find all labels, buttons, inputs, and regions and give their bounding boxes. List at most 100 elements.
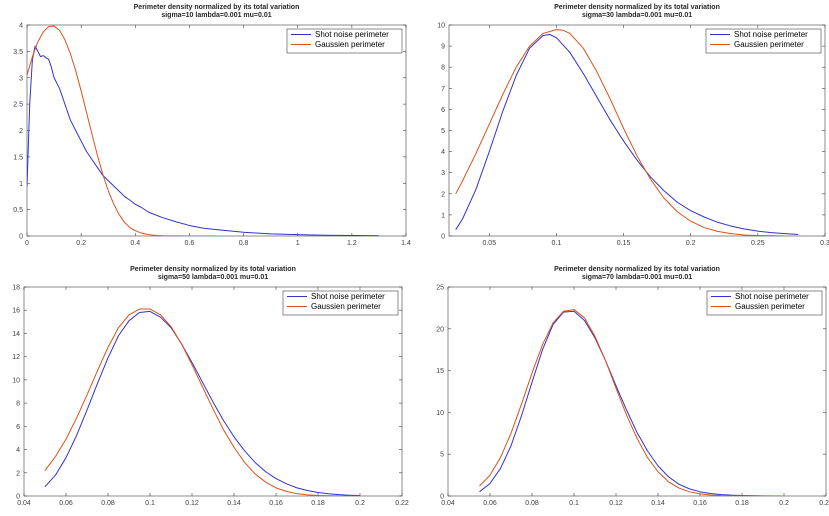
- y-tick-label: 0.5: [13, 207, 23, 214]
- x-tick-label: 1.4: [401, 240, 411, 247]
- y-tick-label: 5: [441, 128, 445, 135]
- series-line-gaussien: [44, 308, 360, 496]
- chart-title-line: Perimeter density normalized by its tota…: [554, 4, 720, 11]
- chart-title-line: Perimeter density normalized by its tota…: [130, 266, 296, 273]
- axes-box: [448, 24, 826, 237]
- axes-box: [447, 286, 827, 497]
- y-tick-label: 7: [441, 86, 445, 93]
- y-tick-label: 10: [436, 410, 444, 417]
- x-tick-label: 0.2: [779, 500, 789, 507]
- legend-label: Gaussien perimeter: [315, 40, 385, 49]
- y-tick-label: 6: [441, 107, 445, 114]
- legend-box: [286, 28, 403, 54]
- x-tick-label: 0.05: [482, 240, 496, 247]
- series-line-gaussien: [455, 29, 785, 236]
- x-tick-label: 0.18: [311, 500, 325, 507]
- x-tick-label: 0: [25, 240, 29, 247]
- y-tick-label: 4: [16, 447, 20, 454]
- x-tick-label: 1.2: [347, 240, 357, 247]
- legend-label: Gaussien perimeter: [735, 302, 805, 311]
- series-line-shot-noise: [44, 310, 361, 496]
- x-tick-label: 0.12: [185, 500, 199, 507]
- series-line-gaussien: [479, 309, 784, 496]
- x-tick-label: 0.12: [609, 500, 623, 507]
- chart-3: Perimeter density normalized by its tota…: [12, 266, 409, 507]
- y-tick-label: 10: [12, 377, 20, 384]
- y-tick-label: 4: [19, 23, 23, 30]
- x-tick-label: 0.18: [735, 500, 749, 507]
- x-tick-label: 0.06: [483, 500, 497, 507]
- x-tick-label: 0.14: [227, 500, 241, 507]
- legend-label: Gaussien perimeter: [734, 40, 804, 49]
- y-tick-label: 0: [16, 494, 20, 501]
- x-tick-label: 0.04: [17, 500, 31, 507]
- chart-title-line: Perimeter density normalized by its tota…: [134, 4, 300, 11]
- axes-box: [23, 286, 403, 497]
- x-tick-label: 0.2: [686, 240, 696, 247]
- x-tick-label: 0.8: [239, 240, 249, 247]
- x-tick-label: 0.22: [395, 500, 409, 507]
- legend-label: Shot noise perimeter: [315, 30, 389, 39]
- y-tick-label: 3.5: [13, 49, 23, 56]
- chart-title-line: sigma=50 lambda=0.001 mu=0.01: [158, 274, 268, 281]
- x-tick-label: 0.1: [552, 240, 562, 247]
- y-tick-label: 0: [19, 234, 23, 241]
- x-tick-label: 0.06: [59, 500, 73, 507]
- x-tick-label: 0.25: [751, 240, 765, 247]
- y-tick-label: 2: [19, 128, 23, 135]
- y-tick-label: 6: [16, 424, 20, 431]
- x-tick-label: 0.16: [269, 500, 283, 507]
- chart-title-line: sigma=70 lambda=0.001 mu=0.01: [582, 274, 692, 281]
- series-line-shot-noise: [455, 33, 799, 236]
- y-tick-label: 2.5: [13, 102, 23, 109]
- y-tick-label: 8: [441, 65, 445, 72]
- legend-label: Shot noise perimeter: [311, 292, 385, 301]
- y-tick-label: 5: [440, 452, 444, 459]
- x-tick-label: 0.4: [130, 240, 140, 247]
- x-tick-label: 0.14: [651, 500, 665, 507]
- y-tick-label: 3: [441, 170, 445, 177]
- x-tick-label: 0.2: [76, 240, 86, 247]
- series-line-shot-noise: [479, 310, 785, 496]
- x-tick-label: 0.08: [525, 500, 539, 507]
- x-tick-label: 1: [296, 240, 300, 247]
- x-tick-label: 0.22: [819, 500, 829, 507]
- y-tick-label: 3: [19, 75, 23, 82]
- chart-title-line: sigma=30 lambda=0.001 mu=0.01: [582, 12, 692, 19]
- chart-1: Perimeter density normalized by its tota…: [13, 4, 411, 247]
- y-tick-label: 9: [441, 44, 445, 51]
- y-tick-label: 18: [12, 285, 20, 292]
- x-tick-label: 0.04: [441, 500, 455, 507]
- y-tick-label: 1: [441, 212, 445, 219]
- y-tick-label: 15: [436, 368, 444, 375]
- legend-label: Shot noise perimeter: [734, 30, 808, 39]
- series-line-shot-noise: [27, 45, 379, 236]
- y-tick-label: 0: [440, 494, 444, 501]
- chart-title-line: sigma=10 lambda=0.001 mu=0.01: [161, 12, 271, 19]
- y-tick-label: 14: [12, 331, 20, 338]
- x-tick-label: 0.15: [617, 240, 631, 247]
- x-tick-label: 0.1: [145, 500, 155, 507]
- x-tick-label: 0.1: [569, 500, 579, 507]
- x-tick-label: 0.6: [185, 240, 195, 247]
- legend-box: [705, 28, 822, 54]
- y-tick-label: 25: [436, 285, 444, 292]
- axes-box: [26, 24, 407, 237]
- y-tick-label: 1.5: [13, 154, 23, 161]
- chart-title-line: Perimeter density normalized by its tota…: [554, 266, 720, 273]
- legend-box: [706, 290, 823, 316]
- x-tick-label: 0.08: [101, 500, 115, 507]
- y-tick-label: 1: [19, 181, 23, 188]
- chart-4: Perimeter density normalized by its tota…: [436, 266, 829, 507]
- legend-label: Shot noise perimeter: [735, 292, 809, 301]
- y-tick-label: 16: [12, 308, 20, 315]
- y-tick-label: 8: [16, 401, 20, 408]
- x-tick-label: 0.16: [693, 500, 707, 507]
- y-tick-label: 10: [437, 23, 445, 30]
- y-tick-label: 2: [16, 470, 20, 477]
- y-tick-label: 2: [441, 191, 445, 198]
